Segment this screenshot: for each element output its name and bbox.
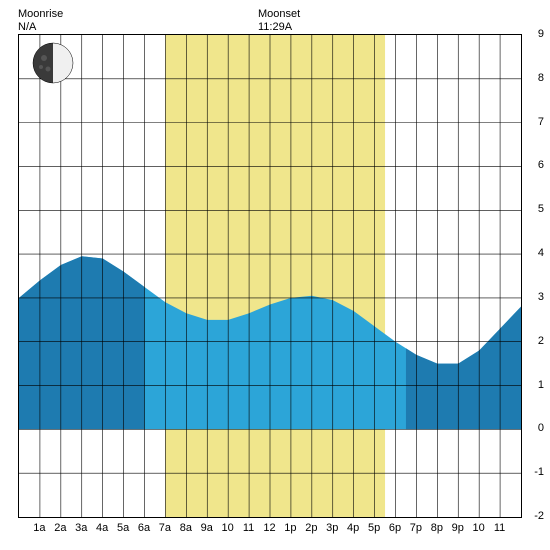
x-tick-label: 9a [196, 522, 217, 534]
x-tick-label: 10 [468, 522, 489, 534]
x-tick-label: 8p [426, 522, 447, 534]
moonset-block: Moonset 11:29A [258, 8, 300, 34]
y-tick-label: -1 [524, 466, 544, 478]
x-tick-label: 9p [447, 522, 468, 534]
x-tick-label: 3a [71, 522, 92, 534]
x-tick-label: 1p [280, 522, 301, 534]
plot-area [18, 34, 522, 518]
y-tick-label: 5 [524, 203, 544, 215]
y-tick-label: 2 [524, 335, 544, 347]
moon-phase-icon [33, 43, 73, 83]
x-tick-label: 6p [385, 522, 406, 534]
x-tick-label: 11 [238, 522, 259, 534]
y-tick-label: -2 [524, 510, 544, 522]
y-tick-label: 4 [524, 247, 544, 259]
x-tick-label: 4a [92, 522, 113, 534]
moonset-value: 11:29A [258, 21, 300, 34]
x-tick-label: 11 [489, 522, 510, 534]
moonrise-label: Moonrise [18, 8, 63, 21]
moonrise-value: N/A [18, 21, 63, 34]
x-tick-label: 7p [405, 522, 426, 534]
moonrise-block: Moonrise N/A [18, 8, 63, 34]
x-tick-label: 2p [301, 522, 322, 534]
y-tick-label: 3 [524, 291, 544, 303]
moonset-label: Moonset [258, 8, 300, 21]
x-tick-label: 12 [259, 522, 280, 534]
x-tick-label: 7a [154, 522, 175, 534]
x-tick-label: 4p [343, 522, 364, 534]
x-tick-label: 5p [364, 522, 385, 534]
x-tick-label: 1a [29, 522, 50, 534]
y-tick-label: 9 [524, 28, 544, 40]
x-tick-label: 2a [50, 522, 71, 534]
x-tick-label: 6a [134, 522, 155, 534]
plot-svg [19, 35, 521, 517]
y-tick-label: 8 [524, 72, 544, 84]
y-tick-label: 6 [524, 159, 544, 171]
x-tick-label: 8a [175, 522, 196, 534]
y-tick-label: 7 [524, 116, 544, 128]
x-tick-label: 3p [322, 522, 343, 534]
y-tick-label: 0 [524, 422, 544, 434]
x-tick-label: 5a [113, 522, 134, 534]
y-tick-label: 1 [524, 379, 544, 391]
x-tick-label: 10 [217, 522, 238, 534]
tide-chart: Moonrise N/A Moonset 11:29A 1a2a3a4a5a6a… [0, 0, 550, 550]
